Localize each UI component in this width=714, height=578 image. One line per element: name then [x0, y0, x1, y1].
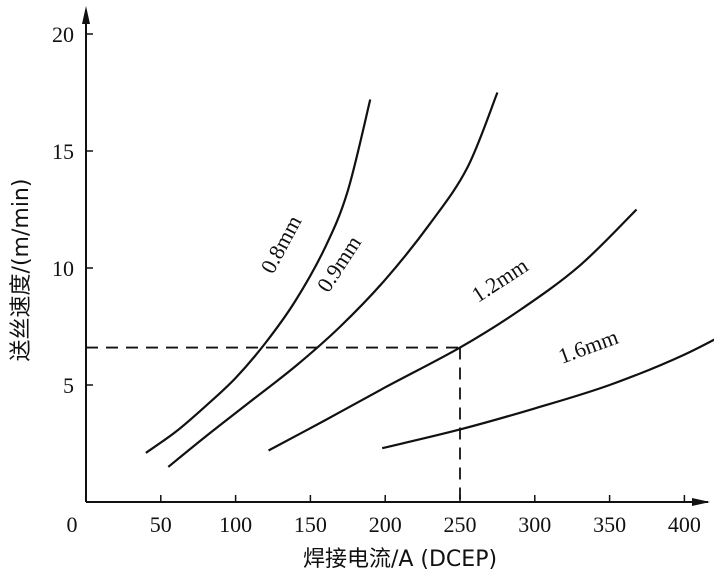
x-tick-label: 350 [593, 512, 626, 537]
y-axis-title: 送丝速度/(m/min) [9, 179, 34, 362]
x-axis-title: 焊接电流/A (DCEP) [303, 547, 497, 572]
y-tick-label: 5 [63, 373, 74, 398]
series-label-1-2mm: 1.2mm [467, 253, 532, 308]
series-labels: 0.8mm 0.9mm 1.2mm 1.6mm [255, 211, 621, 369]
series-line-1-2mm [267, 208, 638, 452]
x-axis-arrow [692, 498, 710, 506]
y-tick-label: 10 [52, 256, 74, 281]
y-axis-arrow [82, 6, 90, 24]
x-tick-label: 100 [219, 512, 252, 537]
series-group [145, 92, 714, 468]
y-ticks: 5 10 15 20 [52, 22, 93, 398]
x-ticks: 050100150200250300350400450 [67, 495, 701, 537]
y-tick-label: 15 [52, 139, 74, 164]
series-line-0-9mm [167, 92, 499, 468]
series-label-1-6mm: 1.6mm [555, 324, 622, 369]
x-tick-label: 250 [444, 512, 477, 537]
x-tick-label: 150 [294, 512, 327, 537]
x-tick-label: 300 [518, 512, 551, 537]
series-line-0-8mm [145, 99, 372, 454]
x-tick-label: 50 [150, 512, 172, 537]
series-line-1-6mm [381, 338, 714, 450]
x-tick-label: 200 [369, 512, 402, 537]
x-tick-label: 0 [67, 512, 78, 537]
y-tick-label: 20 [52, 22, 74, 47]
x-tick-label: 400 [668, 512, 701, 537]
reference-lines [86, 346, 461, 502]
series-label-0-8mm: 0.8mm [255, 211, 306, 277]
series-label-0-9mm: 0.9mm [312, 231, 367, 296]
